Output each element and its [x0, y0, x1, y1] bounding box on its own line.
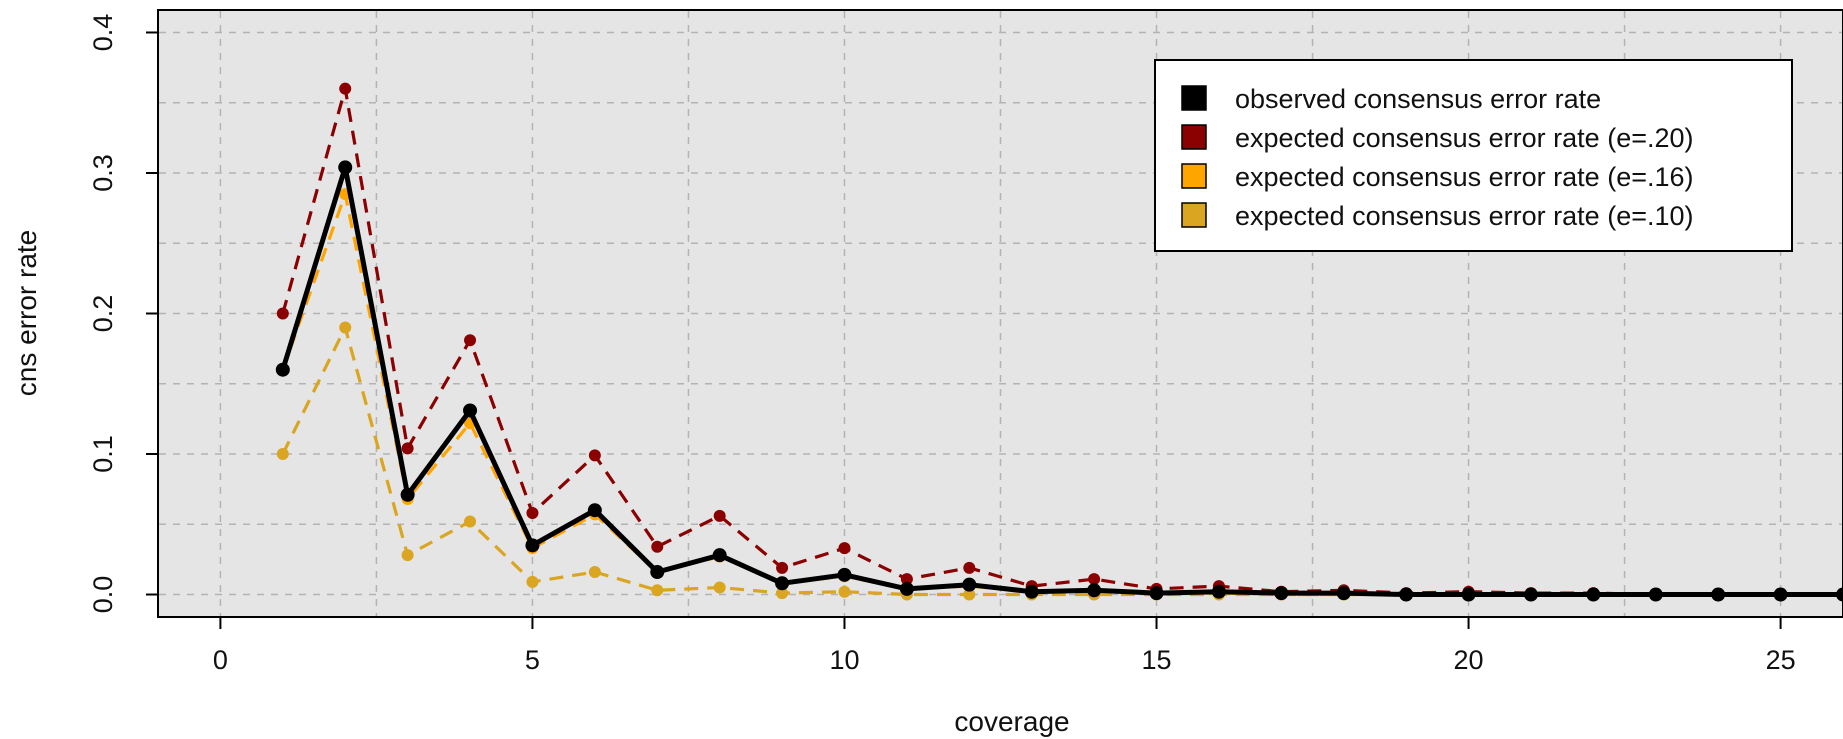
x-tick-label: 10: [829, 645, 859, 675]
y-tick-label: 0.3: [88, 154, 118, 192]
data-point: [525, 538, 540, 553]
x-tick-label: 20: [1454, 645, 1484, 675]
data-point: [650, 565, 665, 580]
data-point: [776, 587, 789, 600]
data-point: [962, 577, 977, 592]
data-point: [1399, 587, 1414, 602]
data-point: [899, 581, 914, 596]
data-point: [463, 403, 478, 418]
data-point: [276, 448, 289, 461]
legend-label: expected consensus error rate (e=.10): [1235, 201, 1694, 231]
data-point: [276, 307, 289, 320]
data-point: [588, 566, 601, 579]
data-point: [1024, 584, 1039, 599]
data-point: [526, 575, 539, 588]
data-point: [1523, 587, 1538, 602]
data-point: [339, 82, 352, 95]
series-line: [281, 87, 1843, 597]
data-point: [1836, 587, 1843, 602]
y-tick-label: 0.1: [88, 435, 118, 473]
x-tick-label: 15: [1141, 645, 1171, 675]
legend-swatch: [1181, 202, 1207, 228]
legend-label: expected consensus error rate (e=.20): [1235, 123, 1694, 153]
axes: 0 5 10 15 20 25 0.0 0.1 0.2 0.3 0.4: [88, 14, 1796, 675]
data-point: [1461, 587, 1476, 602]
data-point: [587, 503, 602, 518]
legend-swatch: [1181, 85, 1207, 111]
data-point: [1088, 573, 1101, 586]
data-point: [464, 334, 477, 347]
data-point: [651, 540, 664, 553]
legend-label: expected consensus error rate (e=.16): [1235, 162, 1694, 192]
x-axis-label: coverage: [954, 706, 1069, 737]
data-point: [526, 507, 539, 520]
data-point: [1586, 587, 1601, 602]
data-point: [401, 442, 414, 455]
data-point: [963, 588, 976, 601]
data-point: [900, 573, 913, 586]
x-tick-label: 0: [213, 645, 228, 675]
data-point: [838, 585, 851, 598]
data-point: [1149, 586, 1164, 601]
y-tick-label: 0.4: [88, 14, 118, 52]
data-point: [400, 487, 415, 502]
data-point: [588, 449, 601, 462]
data-point: [963, 561, 976, 574]
legend-label: observed consensus error rate: [1235, 84, 1601, 114]
data-point: [837, 567, 852, 582]
x-tick-label: 5: [525, 645, 540, 675]
legend: observed consensus error rate expected co…: [1154, 59, 1793, 252]
y-tick-label: 0.2: [88, 295, 118, 333]
data-point: [713, 509, 726, 522]
data-point: [1336, 586, 1351, 601]
y-tick-label: 0.0: [88, 576, 118, 614]
legend-swatch: [1181, 124, 1207, 150]
data-point: [1087, 583, 1102, 598]
data-point: [275, 362, 290, 377]
data-point: [712, 548, 727, 563]
data-point: [1773, 587, 1788, 602]
data-point: [713, 581, 726, 594]
data-point: [339, 321, 352, 334]
data-point: [338, 160, 353, 175]
series-line: [280, 164, 1843, 597]
data-point: [775, 576, 790, 591]
data-point: [464, 515, 477, 528]
data-point: [1711, 587, 1726, 602]
legend-swatch: [1181, 163, 1207, 189]
data-point: [1648, 587, 1663, 602]
x-tick-label: 25: [1766, 645, 1796, 675]
y-axis-label: cns error rate: [11, 230, 42, 397]
data-point: [776, 561, 789, 574]
data-point: [1274, 586, 1289, 601]
data-point: [838, 542, 851, 555]
legend-box: [1154, 59, 1793, 252]
data-point: [1211, 584, 1226, 599]
data-point: [401, 549, 414, 562]
data-series: [275, 82, 1843, 602]
data-point: [651, 584, 664, 597]
